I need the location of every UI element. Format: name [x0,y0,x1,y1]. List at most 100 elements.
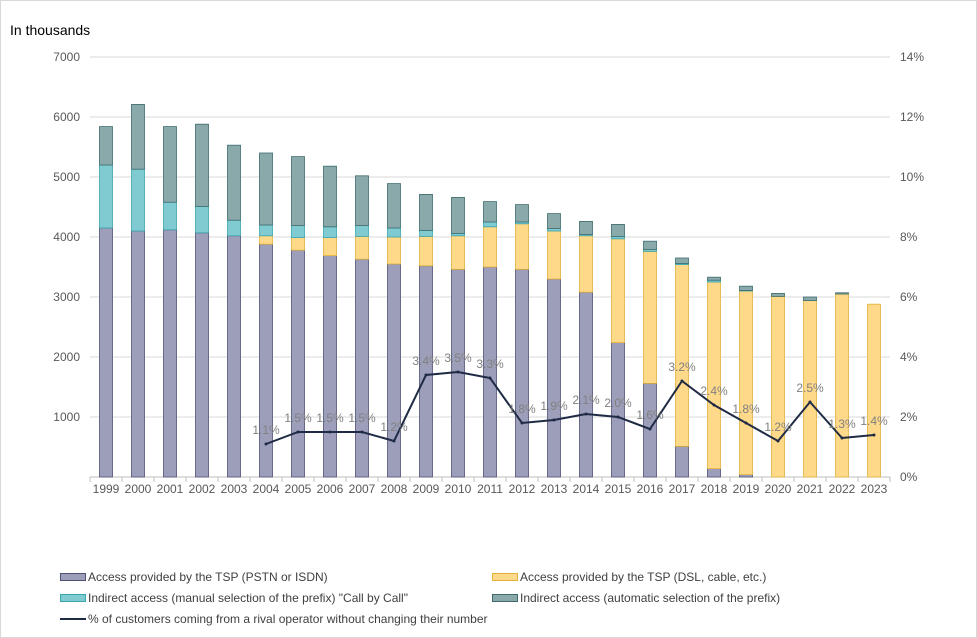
bar-segment-series-0 [387,263,401,478]
right-tick-label: 4% [900,350,918,364]
bar-segment-series-3 [771,292,785,297]
bar-segment-series-3 [387,183,401,229]
legend-label-automatic: Indirect access (automatic selection of … [520,591,781,605]
left-tick-label: 1000 [53,410,80,424]
x-tick-label: 2022 [829,482,856,496]
left-tick-label: 6000 [53,110,80,124]
portability-data-label: 2.4% [700,384,728,398]
bar-segment-series-3 [707,276,721,281]
portability-data-label: 1.6% [636,408,664,422]
bar-segment-series-0 [547,278,561,478]
bar-segment-series-1 [771,295,785,478]
portability-point [872,433,876,437]
bar-segment-series-1 [387,236,401,265]
bar-segment-series-3 [579,220,593,235]
right-tick-label: 6% [900,290,918,304]
portability-data-label: 1.8% [508,402,536,416]
legend-label-pstn: Access provided by the TSP (PSTN or ISDN… [88,570,328,584]
left-tick-label: 5000 [53,170,80,184]
bar-segment-series-2 [419,229,433,237]
x-tick-label: 2006 [317,482,344,496]
portability-data-label: 1.5% [284,411,312,425]
bar-segment-series-3 [419,193,433,231]
portability-point [360,430,364,434]
bar-segment-series-0 [483,266,497,478]
x-tick-label: 2000 [125,482,152,496]
bar-segment-series-1 [355,235,369,260]
bar-segment-series-2 [323,226,337,239]
bar-segment-series-0 [579,291,593,478]
bar-segment-series-3 [131,104,145,170]
bar-segment-series-1 [611,238,625,344]
legend-label-call-by-call: Indirect access (manual selection of the… [88,591,408,605]
bar-segment-series-2 [355,225,369,237]
legend-swatch-call-by-call [60,594,86,602]
bar-segment-series-3 [227,144,241,221]
bar-segment-series-3 [99,126,113,166]
bar-segment-series-3 [547,213,561,230]
x-tick-label: 2020 [765,482,792,496]
bar-segment-series-2 [483,221,497,228]
bar-segment-series-3 [483,201,497,223]
bar-segment-series-1 [323,237,337,257]
bar-segment-series-3 [323,165,337,228]
portability-point [744,421,748,425]
portability-data-label: 1.5% [316,411,344,425]
bar-segment-series-2 [291,225,305,239]
legend-item-automatic: Indirect access (automatic selection of … [492,591,780,605]
x-tick-label: 2009 [413,482,440,496]
x-tick-label: 2010 [445,482,472,496]
x-tick-label: 2018 [701,482,728,496]
x-tick-label: 1999 [93,482,120,496]
portability-point [392,439,396,443]
bar-segment-series-1 [291,237,305,251]
bar-segment-series-1 [547,230,561,280]
right-tick-label: 10% [900,170,924,184]
bar-segment-series-1 [739,290,753,476]
portability-point [712,403,716,407]
legend-item-call-by-call: Indirect access (manual selection of the… [60,591,408,605]
x-tick-label: 2023 [861,482,888,496]
legend-item-dsl: Access provided by the TSP (DSL, cable, … [492,570,766,584]
portability-data-label: 2.5% [796,381,824,395]
right-tick-label: 12% [900,110,924,124]
legend-swatch-portability [60,618,86,620]
x-tick-label: 2011 [477,482,503,496]
x-tick-label: 2001 [157,482,184,496]
bar-segment-series-0 [419,265,433,478]
bar-segment-series-3 [803,296,817,301]
bar-segment-series-0 [99,227,113,478]
portability-line [265,370,875,445]
bar-segment-series-0 [131,230,145,478]
bar-segment-series-0 [291,249,305,478]
bar-segment-series-2 [195,205,209,234]
bar-segment-series-0 [227,235,241,478]
bar-segment-series-2 [259,224,273,237]
bar-segment-series-1 [643,250,657,384]
right-tick-label: 14% [900,50,924,64]
portability-data-label: 1.2% [764,420,792,434]
portability-point [552,418,556,422]
portability-data-label: 2.1% [572,393,600,407]
portability-data-label: 3.4% [412,354,440,368]
left-tick-label: 2000 [53,350,80,364]
portability-point [776,439,780,443]
portability-point [680,379,684,383]
portability-data-label: 3.5% [444,351,472,365]
portability-point [424,373,428,377]
portability-point [296,430,300,434]
portability-data-label: 1.8% [732,402,760,416]
bar-segment-series-2 [99,164,113,229]
legend-swatch-dsl [492,573,518,581]
x-tick-label: 2017 [669,482,696,496]
portability-data-label: 1.3% [828,417,856,431]
bar-segment-series-0 [707,468,721,478]
portability-data-label: 3.2% [668,360,696,374]
bar-segment-series-2 [131,168,145,232]
x-tick-label: 2015 [605,482,632,496]
legend-swatch-automatic [492,594,518,602]
portability-point [264,442,268,446]
bar-segment-series-2 [163,201,177,231]
bar-segment-series-1 [451,235,465,270]
bar-segment-series-1 [835,293,849,478]
